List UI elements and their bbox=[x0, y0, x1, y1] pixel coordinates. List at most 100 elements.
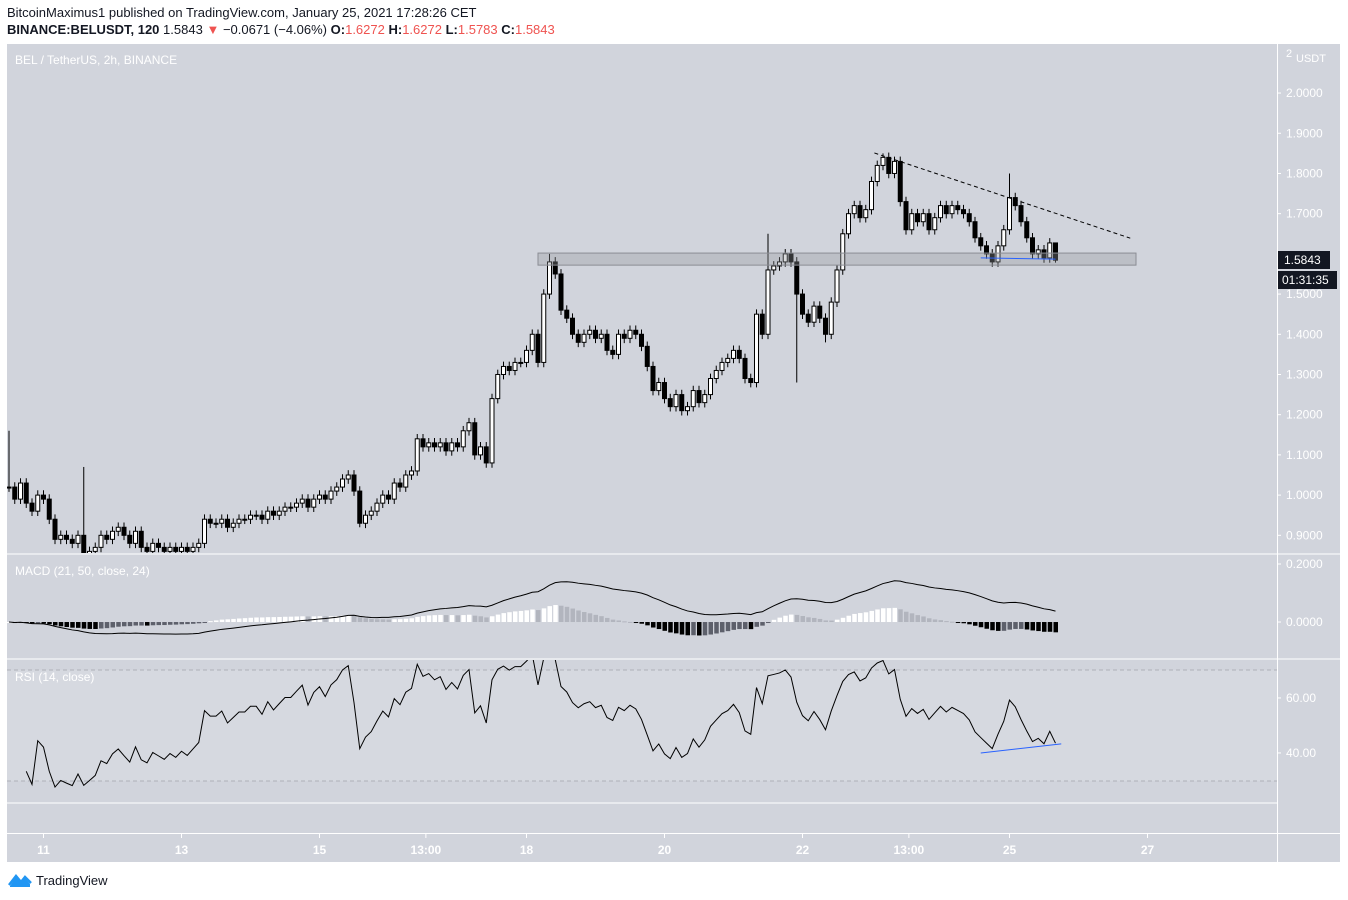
macd-histogram-bar bbox=[559, 605, 564, 623]
tradingview-cloud-icon bbox=[8, 874, 32, 887]
macd-histogram-bar bbox=[564, 606, 570, 623]
last-price-label-box bbox=[1278, 251, 1330, 269]
candle bbox=[18, 482, 23, 500]
macd-histogram-bar bbox=[225, 619, 230, 623]
candle bbox=[121, 526, 127, 536]
macd-histogram-bar bbox=[490, 616, 495, 623]
candle bbox=[340, 478, 345, 488]
macd-histogram-bar bbox=[846, 615, 851, 623]
price-tick-label: 1.4000 bbox=[1286, 327, 1323, 341]
macd-histogram-bar bbox=[438, 614, 443, 623]
macd-histogram-bar bbox=[955, 622, 961, 624]
close-label: C: bbox=[501, 22, 515, 37]
candle bbox=[869, 181, 874, 211]
candle bbox=[236, 518, 242, 524]
macd-histogram-bar bbox=[81, 622, 87, 629]
macd-histogram-bar bbox=[714, 622, 719, 634]
macd-histogram-bar bbox=[110, 622, 115, 628]
macd-histogram-bar bbox=[173, 622, 179, 625]
open-label: O: bbox=[330, 22, 346, 37]
countdown-label-box bbox=[1278, 271, 1337, 289]
macd-histogram-bar bbox=[978, 622, 984, 628]
macd-histogram-bar bbox=[116, 622, 121, 627]
candle bbox=[633, 329, 639, 335]
main-pane-legend[interactable]: BEL / TetherUS, 2h, BINANCE bbox=[15, 53, 178, 67]
last-price: 1.5843 bbox=[163, 22, 203, 37]
macd-histogram-bar bbox=[513, 611, 518, 623]
macd-histogram-bar bbox=[835, 619, 840, 623]
macd-histogram-bar bbox=[766, 622, 771, 624]
candle bbox=[219, 518, 225, 524]
candle bbox=[1001, 229, 1007, 247]
macd-histogram-bar bbox=[375, 619, 380, 623]
candle bbox=[765, 269, 771, 335]
candle bbox=[794, 261, 800, 295]
candle bbox=[731, 349, 736, 359]
macd-line bbox=[8, 580, 1056, 635]
candle bbox=[420, 438, 426, 448]
candle bbox=[334, 486, 340, 492]
candle bbox=[265, 510, 271, 520]
macd-histogram-bar bbox=[743, 622, 748, 630]
macd-histogram-bar bbox=[409, 618, 414, 623]
macd-histogram-bar bbox=[41, 622, 46, 624]
candle bbox=[880, 156, 886, 166]
rsi-legend[interactable]: RSI (14, close) bbox=[15, 670, 95, 684]
candle bbox=[357, 490, 363, 524]
macd-legend[interactable]: MACD (21, 50, close, 24) bbox=[15, 564, 150, 578]
candle bbox=[414, 438, 420, 472]
candle bbox=[547, 261, 552, 295]
macd-histogram-bar bbox=[323, 616, 328, 623]
candle bbox=[748, 378, 754, 384]
macd-histogram-bar bbox=[904, 611, 909, 623]
macd-histogram-bar bbox=[58, 622, 64, 627]
candle bbox=[138, 530, 144, 548]
macd-histogram-bar bbox=[231, 618, 236, 623]
candle bbox=[288, 506, 294, 509]
candle bbox=[892, 160, 897, 174]
macd-histogram-bar bbox=[70, 622, 75, 628]
candle bbox=[478, 446, 483, 456]
candle bbox=[512, 361, 518, 371]
time-tick-label: 27 bbox=[1141, 843, 1155, 857]
candle bbox=[386, 494, 391, 500]
macd-histogram-bar bbox=[185, 622, 190, 625]
macd-histogram-bar bbox=[214, 620, 219, 623]
candle bbox=[886, 156, 892, 174]
candle bbox=[846, 213, 851, 235]
price-tick-label: 1.0000 bbox=[1286, 488, 1323, 502]
time-tick-label: 18 bbox=[520, 843, 534, 857]
tradingview-brand[interactable]: TradingView bbox=[8, 872, 108, 888]
candle bbox=[150, 542, 156, 552]
candle bbox=[466, 422, 472, 432]
price-tick-label: 1.9000 bbox=[1286, 126, 1323, 140]
macd-histogram-bar bbox=[53, 622, 58, 626]
macd-histogram-bar bbox=[754, 622, 759, 627]
candle bbox=[363, 514, 368, 524]
low-label: L: bbox=[445, 22, 458, 37]
macd-histogram-bar bbox=[277, 616, 282, 623]
candle bbox=[230, 522, 236, 528]
candle bbox=[702, 394, 708, 404]
macd-histogram-bar bbox=[582, 612, 587, 623]
candle bbox=[328, 490, 334, 500]
macd-histogram-bar bbox=[219, 619, 225, 623]
candle bbox=[529, 333, 535, 351]
candle bbox=[644, 345, 650, 367]
candle bbox=[541, 293, 547, 363]
macd-histogram-bar bbox=[392, 619, 397, 623]
macd-histogram-bar bbox=[679, 622, 685, 635]
candle bbox=[276, 510, 282, 516]
candle bbox=[524, 349, 529, 363]
macd-histogram-bar bbox=[547, 606, 552, 623]
support-zone bbox=[537, 252, 1137, 266]
macd-histogram-bar bbox=[651, 622, 656, 628]
macd-histogram-bar bbox=[858, 613, 863, 623]
candle bbox=[104, 534, 110, 540]
candle bbox=[64, 534, 69, 540]
close-value: 1.5843 bbox=[514, 22, 555, 37]
candle bbox=[662, 382, 667, 400]
macd-histogram-bar bbox=[1042, 622, 1047, 632]
candle bbox=[432, 442, 437, 448]
